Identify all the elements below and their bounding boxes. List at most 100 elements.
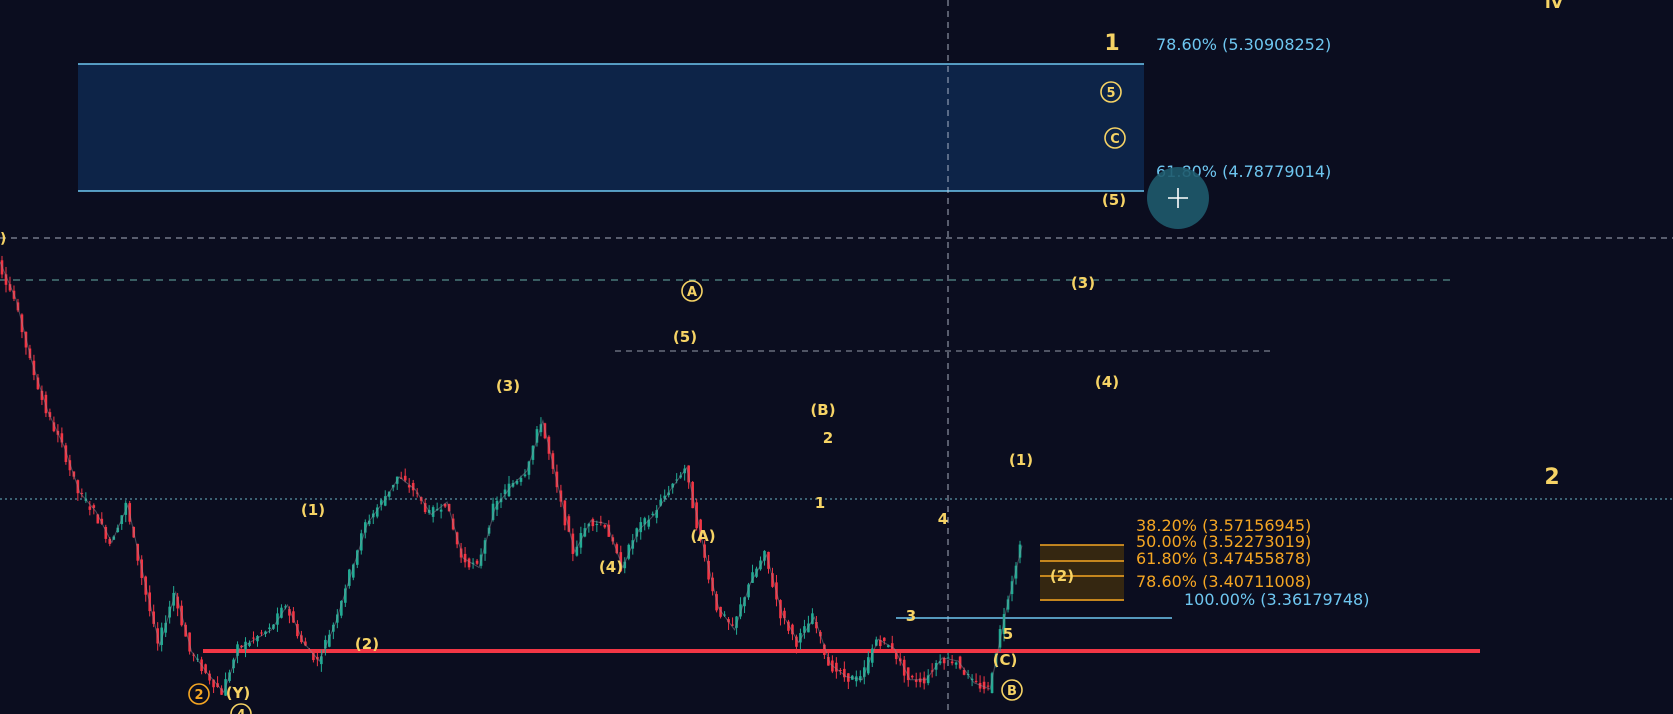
fib-lower-label-78: 78.60% (3.40711008) bbox=[1136, 572, 1311, 591]
candle-body bbox=[938, 661, 942, 664]
candle-body bbox=[567, 516, 571, 532]
candle-body bbox=[352, 564, 355, 578]
candle-body bbox=[659, 499, 663, 506]
candle-body bbox=[4, 274, 8, 285]
candle-body bbox=[164, 622, 167, 633]
fib-lower-label-100: 100.00% (3.36179748) bbox=[1184, 590, 1369, 609]
candle-body bbox=[236, 644, 239, 656]
candle-body bbox=[954, 662, 958, 665]
candle-body bbox=[204, 664, 207, 673]
candle-body bbox=[423, 503, 427, 513]
candle-body bbox=[36, 377, 40, 390]
candle-body bbox=[68, 460, 72, 471]
candle-body bbox=[859, 676, 862, 681]
candle-body bbox=[795, 636, 798, 647]
candle-body bbox=[811, 613, 814, 624]
candle-body bbox=[675, 479, 678, 481]
candle-body bbox=[515, 480, 519, 484]
candle-body bbox=[667, 492, 670, 496]
svg-text:A: A bbox=[687, 285, 697, 300]
candle-body bbox=[471, 562, 475, 564]
wave-label-paren-4-right: (4) bbox=[1095, 373, 1119, 391]
candle-body bbox=[467, 558, 471, 568]
candle-body bbox=[623, 561, 627, 569]
candle-body bbox=[296, 623, 299, 637]
fib-lower-label-38: 38.20% (3.57156945) bbox=[1136, 516, 1311, 535]
candle-body bbox=[212, 679, 215, 688]
candle-body bbox=[982, 681, 986, 690]
wave-label-plain-5: 5 bbox=[1003, 625, 1013, 643]
candle-body bbox=[910, 675, 914, 678]
candle-body bbox=[687, 465, 690, 483]
candle-body bbox=[104, 526, 108, 539]
candle-body bbox=[962, 670, 966, 675]
candle-body bbox=[208, 673, 211, 681]
candle-body bbox=[591, 519, 595, 527]
cursor-crosshair-handle[interactable] bbox=[1147, 167, 1209, 229]
candle-body bbox=[256, 636, 259, 642]
wave-label-paren-5-top: (5) bbox=[1102, 191, 1126, 209]
candle-body bbox=[407, 485, 411, 488]
wave-label-plain-IV: IV bbox=[1545, 0, 1564, 12]
candle-body bbox=[663, 495, 666, 499]
wave-label-paren-C: (C) bbox=[993, 651, 1018, 669]
candle-body bbox=[874, 639, 878, 646]
candle-body bbox=[463, 553, 467, 563]
candle-body bbox=[783, 610, 786, 619]
candle-body bbox=[946, 657, 950, 659]
candle-body bbox=[52, 422, 56, 432]
candle-body bbox=[260, 632, 263, 634]
candle-body bbox=[787, 621, 790, 631]
candle-body bbox=[715, 594, 718, 611]
candle-body bbox=[986, 685, 990, 687]
candle-body bbox=[671, 483, 674, 488]
candle-body bbox=[264, 631, 267, 634]
degree-label-2: 2 bbox=[1544, 465, 1559, 490]
candle-body bbox=[603, 524, 607, 528]
candle-body bbox=[363, 522, 367, 533]
candle-body bbox=[80, 493, 84, 495]
candle-body bbox=[535, 429, 539, 443]
candle-body bbox=[723, 614, 726, 616]
candle-body bbox=[491, 503, 495, 520]
candle-body bbox=[950, 661, 954, 664]
candle-body bbox=[383, 496, 387, 506]
candle-body bbox=[248, 642, 251, 646]
candle-body bbox=[823, 644, 826, 656]
wave-label-plain-4: 4 bbox=[938, 510, 948, 528]
candle-body bbox=[791, 624, 794, 635]
candle-body bbox=[88, 506, 92, 510]
candle-body bbox=[894, 650, 898, 660]
candle-body bbox=[958, 656, 962, 669]
fib-lower-zone[interactable] bbox=[1040, 545, 1124, 601]
candle-body bbox=[387, 491, 391, 497]
wave-label-paren-4: (4) bbox=[599, 558, 623, 576]
candle-body bbox=[60, 433, 64, 443]
candle-body bbox=[627, 544, 631, 559]
candle-body bbox=[635, 528, 639, 537]
candle-body bbox=[942, 658, 946, 664]
candle-body bbox=[280, 607, 283, 618]
candle-body bbox=[268, 627, 271, 630]
candle-body bbox=[922, 677, 926, 684]
candle-body bbox=[92, 505, 96, 508]
candle-body bbox=[308, 651, 311, 653]
wave-label-circled-A: A bbox=[681, 280, 703, 302]
candle-body bbox=[926, 675, 930, 684]
candle-body bbox=[990, 673, 994, 694]
candle-body bbox=[863, 667, 866, 677]
candle-body bbox=[367, 520, 371, 525]
candle-body bbox=[827, 656, 830, 666]
candle-body bbox=[292, 611, 295, 623]
candle-body bbox=[731, 624, 734, 626]
candle-body bbox=[835, 662, 838, 672]
candle-body bbox=[108, 538, 112, 544]
fib-upper-zone[interactable] bbox=[78, 64, 1144, 191]
svg-text:C: C bbox=[1110, 132, 1120, 147]
candle-body bbox=[356, 550, 359, 565]
candle-body bbox=[843, 668, 846, 678]
candle-body bbox=[116, 527, 120, 533]
candle-body bbox=[719, 606, 722, 617]
candle-body bbox=[100, 518, 104, 524]
